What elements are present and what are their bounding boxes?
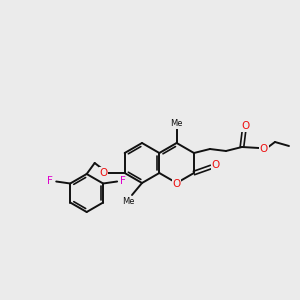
Text: F: F <box>47 176 53 187</box>
Text: O: O <box>260 144 268 154</box>
Text: O: O <box>172 179 181 189</box>
Text: O: O <box>212 160 220 170</box>
Text: F: F <box>120 176 126 187</box>
Text: O: O <box>242 121 250 131</box>
Text: Me: Me <box>170 119 183 128</box>
Text: Me: Me <box>122 196 134 206</box>
Text: O: O <box>100 168 108 178</box>
